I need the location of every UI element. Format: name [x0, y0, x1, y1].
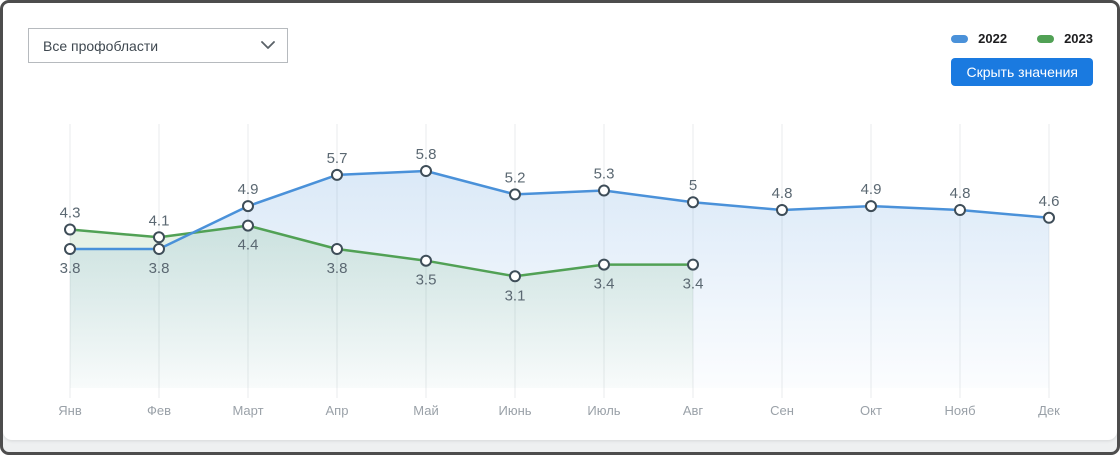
line-chart-canvas[interactable]: 3.8 4.3 3.8 4.1 4.9 4.4 5.7 3.8 5.8 3.5 5.2 3.1 5.3 3… — [3, 3, 1117, 440]
value-label: 3.1 — [505, 287, 526, 304]
legend-item-2022[interactable]: 2022 — [951, 31, 1007, 46]
x-axis-label: Авг — [683, 403, 704, 418]
value-label: 5.3 — [594, 166, 615, 183]
value-label: 4.3 — [60, 205, 81, 222]
data-point-2023-Июнь[interactable] — [509, 270, 521, 283]
data-point-2022-Авг[interactable] — [687, 196, 699, 209]
data-point-2023-Авг[interactable] — [687, 258, 699, 271]
series-line-2022 — [68, 169, 1051, 251]
value-label: 3.8 — [149, 260, 170, 277]
x-axis-label: Янв — [58, 403, 82, 418]
value-label: 3.4 — [594, 276, 615, 293]
value-label: 4.6 — [1039, 193, 1060, 210]
profession-area-dropdown[interactable]: Все профобласти — [28, 28, 288, 63]
data-point-2023-Март[interactable] — [242, 219, 254, 232]
x-axis-label: Окт — [860, 403, 882, 418]
hide-values-button[interactable]: Скрыть значения — [951, 58, 1093, 86]
value-label: 4.9 — [861, 181, 882, 198]
data-point-2022-Март[interactable] — [242, 200, 254, 213]
chart-legend: 2022 2023 — [951, 31, 1093, 46]
value-label: 5.2 — [505, 169, 526, 186]
value-label: 5.8 — [416, 146, 437, 163]
data-point-2022-Май[interactable] — [420, 165, 432, 177]
value-label: 3.4 — [683, 276, 704, 293]
value-label: 4.8 — [950, 185, 971, 202]
value-label: 3.8 — [60, 260, 81, 277]
data-point-2022-Сен[interactable] — [776, 204, 788, 216]
value-label: 3.5 — [416, 272, 437, 289]
data-point-2022-Фев[interactable] — [153, 243, 165, 255]
x-axis-label: Фев — [147, 403, 171, 418]
legend-swatch-2022-icon — [951, 34, 969, 43]
data-point-2023-Фев[interactable] — [153, 231, 165, 244]
data-point-2023-Май[interactable] — [420, 254, 432, 267]
x-axis-label: Апр — [326, 403, 349, 418]
series-area-2023 — [70, 225, 693, 388]
value-label: 4.1 — [149, 212, 170, 229]
data-point-2022-Дек[interactable] — [1043, 211, 1055, 224]
value-label: 3.8 — [327, 260, 348, 277]
value-label: 4.4 — [238, 237, 259, 254]
data-point-2022-Нояб[interactable] — [954, 204, 966, 216]
data-point-2023-Апр[interactable] — [331, 243, 343, 255]
x-axis-label: Июнь — [498, 403, 531, 418]
legend-label-2023: 2023 — [1064, 31, 1093, 46]
data-point-2023-Июль[interactable] — [598, 258, 610, 271]
x-axis-label: Июль — [587, 403, 620, 418]
data-point-2023-Янв[interactable] — [64, 223, 76, 236]
x-axis-label: Март — [232, 403, 263, 418]
data-point-2022-Апр[interactable] — [331, 168, 343, 181]
x-axis-label: Нояб — [944, 403, 975, 418]
value-label: 4.8 — [772, 185, 793, 202]
data-point-2022-Янв[interactable] — [64, 243, 76, 255]
x-axis-label: Май — [413, 403, 438, 418]
value-label: 4.9 — [238, 181, 259, 198]
legend-label-2022: 2022 — [978, 31, 1008, 46]
chevron-down-icon — [261, 41, 275, 50]
value-label: 5.7 — [327, 150, 348, 167]
chart-card: Все профобласти 2022 2023 Скрыть значени… — [3, 3, 1117, 440]
data-point-2022-Июль[interactable] — [598, 184, 610, 197]
data-point-2022-Июнь[interactable] — [509, 188, 521, 201]
series-line-2023 — [68, 224, 695, 278]
data-point-2022-Окт[interactable] — [865, 200, 877, 213]
x-axis-label: Сен — [770, 403, 794, 418]
x-axis-label: Дек — [1038, 403, 1060, 418]
legend-item-2023[interactable]: 2023 — [1037, 31, 1093, 46]
value-label: 5 — [689, 177, 697, 194]
dropdown-selected-value: Все профобласти — [43, 37, 159, 54]
legend-swatch-2023-icon — [1037, 34, 1055, 43]
